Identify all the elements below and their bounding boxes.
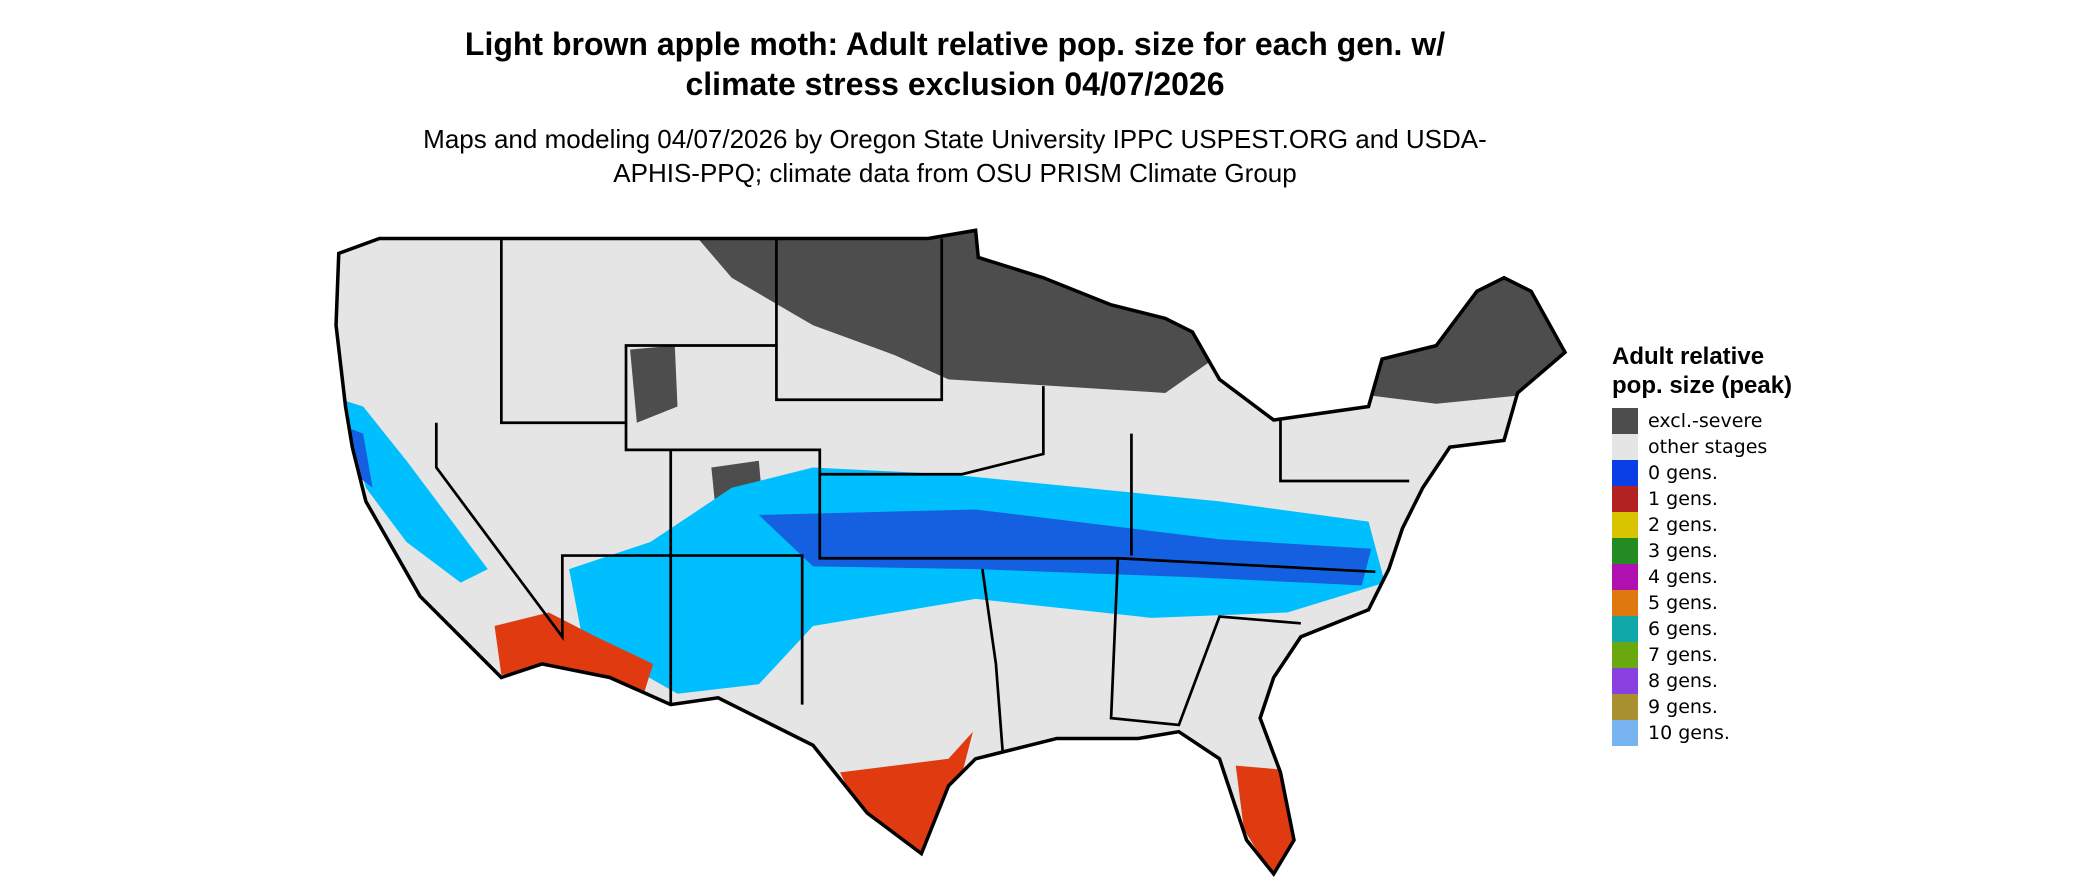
- map-title: Light brown apple moth: Adult relative p…: [464, 26, 1446, 102]
- legend-item: 7 gens.: [1612, 642, 1802, 668]
- legend-swatch: [1612, 590, 1638, 616]
- legend-title: Adult relative pop. size (peak): [1612, 343, 1793, 399]
- state-border: [981, 568, 1005, 753]
- legend-items: excl.-severe other stages 0 gens. 1 gens. 2 …: [1612, 408, 1802, 746]
- legend: Adult relative pop. size (peak) excl.-se…: [1612, 342, 1802, 746]
- legend-swatch: [1612, 668, 1638, 694]
- legend-label: 7 gens.: [1648, 644, 1718, 666]
- excluded-region: [1361, 271, 1566, 404]
- legend-swatch: [1612, 538, 1638, 564]
- legend-label: 3 gens.: [1648, 540, 1718, 562]
- legend-swatch: [1612, 642, 1638, 668]
- legend-swatch: [1612, 616, 1638, 642]
- legend-label: 1 gens.: [1648, 488, 1718, 510]
- legend-label: excl.-severe: [1648, 410, 1763, 432]
- legend-label: other stages: [1648, 436, 1768, 458]
- legend-label: 5 gens.: [1648, 592, 1718, 614]
- state-border: [624, 422, 1376, 574]
- legend-item: other stages: [1612, 434, 1802, 460]
- state-border: [1279, 420, 1410, 483]
- legend-label: 9 gens.: [1648, 696, 1718, 718]
- legend-item: excl.-severe: [1612, 408, 1802, 434]
- legend-swatch: [1612, 434, 1638, 460]
- legend-item: 0 gens.: [1612, 460, 1802, 486]
- legend-item: 8 gens.: [1612, 668, 1802, 694]
- legend-label: 4 gens.: [1648, 566, 1718, 588]
- state-border: [819, 386, 1045, 476]
- legend-swatch: [1612, 694, 1638, 720]
- legend-swatch: [1612, 564, 1638, 590]
- legend-item: 5 gens.: [1612, 590, 1802, 616]
- legend-item: 6 gens.: [1612, 616, 1802, 642]
- legend-swatch: [1612, 408, 1638, 434]
- legend-item: 4 gens.: [1612, 564, 1802, 590]
- state-borders: [434, 238, 1410, 753]
- map-subtitle: Maps and modeling 04/07/2026 by Oregon S…: [423, 124, 1487, 188]
- legend-label: 8 gens.: [1648, 670, 1718, 692]
- legend-label: 6 gens.: [1648, 618, 1718, 640]
- state-border: [499, 238, 778, 425]
- legend-label: 0 gens.: [1648, 462, 1718, 484]
- legend-item: 10 gens.: [1612, 720, 1802, 746]
- state-border: [1109, 558, 1301, 727]
- legend-item: 2 gens.: [1612, 512, 1802, 538]
- legend-item: 1 gens.: [1612, 486, 1802, 512]
- state-border: [775, 238, 944, 402]
- legend-label: 10 gens.: [1648, 722, 1730, 744]
- excluded-region: [691, 230, 1220, 393]
- one-gen-region: [1235, 765, 1299, 874]
- legend-item: 3 gens.: [1612, 538, 1802, 564]
- legend-swatch: [1612, 460, 1638, 486]
- legend-swatch: [1612, 486, 1638, 512]
- zero-gen-region: [341, 399, 488, 583]
- legend-swatch: [1612, 720, 1638, 746]
- legend-swatch: [1612, 512, 1638, 538]
- excluded-region: [630, 345, 678, 423]
- zero-gen-region: [758, 509, 1372, 586]
- state-border: [434, 422, 804, 705]
- legend-item: 9 gens.: [1612, 694, 1802, 720]
- legend-label: 2 gens.: [1648, 514, 1718, 536]
